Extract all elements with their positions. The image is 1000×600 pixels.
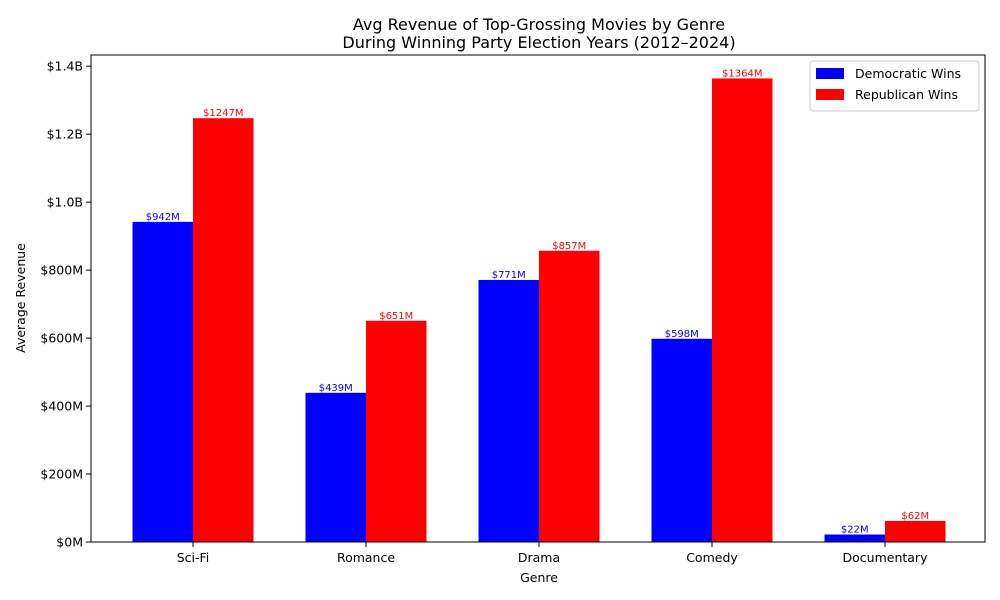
- data-label-republican-wins-4: $62M: [901, 511, 929, 522]
- bar-democratic-wins-1: [305, 392, 366, 542]
- bar-democratic-wins-2: [478, 279, 539, 542]
- bar-democratic-wins-3: [651, 338, 712, 542]
- bars-group: [132, 78, 946, 543]
- y-tick-label-3: $600M: [40, 331, 83, 346]
- y-tick-label-2: $400M: [40, 399, 83, 414]
- bar-republican-wins-3: [712, 78, 773, 543]
- y-tick-label-4: $800M: [40, 263, 83, 278]
- bar-democratic-wins-0: [132, 221, 193, 542]
- x-axis-label: Genre: [520, 570, 558, 585]
- y-tick-label-6: $1.2B: [47, 127, 83, 142]
- bar-republican-wins-1: [366, 320, 427, 542]
- data-label-republican-wins-0: $1247M: [203, 108, 243, 119]
- legend-swatch-democratic: [816, 68, 844, 79]
- chart-title-line1: Avg Revenue of Top-Grossing Movies by Ge…: [353, 15, 725, 34]
- legend-frame: [809, 60, 980, 112]
- data-label-democratic-wins-4: $22M: [841, 525, 869, 536]
- y-tick-label-1: $200M: [40, 467, 83, 482]
- data-labels-group: $942M $439M $771M $598M $22M $1247M $651M $857M…: [146, 68, 929, 535]
- x-tick-label-3: Comedy: [686, 550, 738, 565]
- chart-title-line2: During Winning Party Election Years (201…: [342, 33, 735, 52]
- bar-republican-wins-0: [193, 118, 254, 543]
- plot-frame: [90, 54, 986, 543]
- legend: Democratic Wins Republican Wins: [809, 60, 980, 112]
- bar-republican-wins-4: [885, 520, 946, 542]
- x-tick-label-2: Drama: [518, 550, 560, 565]
- legend-label-democratic: Democratic Wins: [855, 66, 961, 81]
- data-label-republican-wins-2: $857M: [552, 241, 586, 252]
- x-axis: Sci-Fi Romance Drama Comedy Documentary: [177, 542, 928, 565]
- y-axis: $0M $200M $400M $600M $800M $1.0B $1.2B $1.4B: [40, 59, 91, 550]
- data-label-democratic-wins-2: $771M: [492, 270, 526, 281]
- data-label-republican-wins-1: $651M: [379, 311, 413, 322]
- bar-republican-wins-2: [539, 250, 600, 542]
- y-tick-label-7: $1.4B: [47, 59, 83, 74]
- data-label-democratic-wins-3: $598M: [665, 329, 699, 340]
- data-label-democratic-wins-1: $439M: [319, 383, 353, 394]
- legend-label-republican: Republican Wins: [855, 87, 958, 102]
- y-tick-label-0: $0M: [56, 535, 83, 550]
- legend-swatch-republican: [816, 89, 844, 100]
- y-axis-label: Average Revenue: [13, 243, 28, 353]
- data-label-democratic-wins-0: $942M: [146, 212, 180, 223]
- x-tick-label-1: Romance: [337, 550, 395, 565]
- bar-democratic-wins-4: [824, 534, 885, 542]
- x-tick-label-0: Sci-Fi: [177, 550, 210, 565]
- data-label-republican-wins-3: $1364M: [722, 68, 762, 79]
- y-tick-label-5: $1.0B: [47, 195, 83, 210]
- x-tick-label-4: Documentary: [843, 550, 929, 565]
